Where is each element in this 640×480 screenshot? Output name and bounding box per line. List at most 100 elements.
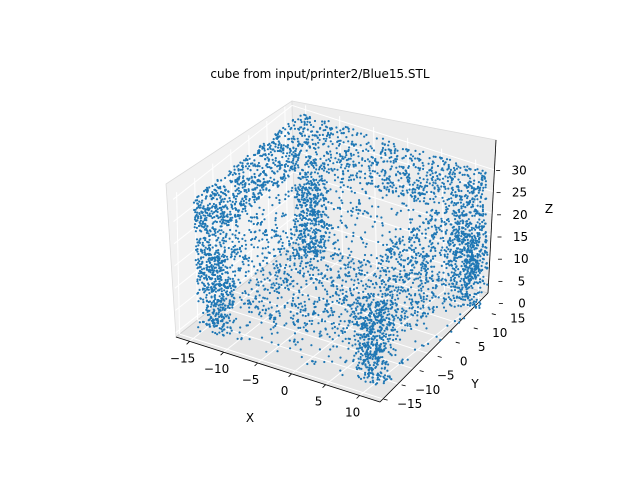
scatter-point [206,247,209,251]
z-tick-label: 30 [511,163,526,177]
scatter-point [216,333,219,336]
scatter-point [432,245,435,249]
scatter-point [318,166,321,169]
scatter-point [472,191,475,194]
scatter-point [224,307,227,310]
scatter-point [239,281,242,284]
scatter-point [446,262,449,265]
scatter-point [216,210,219,214]
scatter-point [296,137,299,140]
scatter-point [481,279,485,283]
scatter-point [314,194,317,197]
scatter-point [270,236,273,239]
scatter-point [345,159,348,162]
scatter-point [391,241,394,244]
scatter-point [362,212,365,215]
scatter-point [397,195,400,198]
scatter-point [402,281,405,284]
scatter-point [333,173,336,176]
scatter-point [472,271,475,274]
scatter-point [364,353,367,356]
scatter-point [402,167,405,170]
scatter-point [214,331,217,335]
scatter-point [431,255,435,258]
scatter-point [347,179,350,182]
scatter-point [279,176,282,179]
scatter-point [467,275,470,278]
scatter-point [390,149,393,152]
scatter-point [256,168,259,172]
scatter-point [208,207,211,210]
scatter-point [473,281,476,284]
scatter-point [332,283,335,286]
scatter-point [267,245,270,248]
scatter-point [310,344,313,347]
scatter-point [302,201,305,204]
scatter-point [318,134,321,137]
scatter-point [349,266,352,269]
scatter-point [220,179,223,182]
scatter-point [433,201,436,204]
scatter-point [342,172,345,175]
scatter-point [434,182,437,185]
scatter-point [218,206,221,210]
scatter-point [192,201,196,204]
scatter-point [450,201,453,204]
scatter-point [456,296,459,299]
scatter-point [358,297,361,300]
scatter-point [463,234,466,237]
scatter-point [307,165,310,168]
scatter-point [389,307,392,310]
scatter-point [353,279,356,282]
scatter-point [342,327,345,330]
scatter-point [271,153,274,156]
scatter-point [426,178,429,181]
scatter-point [416,319,419,322]
scatter-point [389,185,392,188]
scatter-point [425,276,428,280]
scatter-point [325,290,329,293]
scatter-point [207,258,210,261]
scatter-point [243,234,246,237]
scatter-point [302,326,305,329]
scatter-point [443,163,446,166]
scatter-point [344,156,347,159]
scatter-point [276,135,279,138]
scatter-point [392,322,395,325]
scatter-point [274,163,277,166]
scatter-point [219,220,222,223]
scatter-point [222,317,226,320]
scatter-point [481,225,484,228]
scatter-point [370,164,373,167]
scatter-point [293,164,296,167]
scatter-point [244,207,247,210]
scatter-point [220,266,223,269]
scatter-point [313,201,316,204]
scatter-point [360,170,363,173]
scatter-point [372,294,375,297]
scatter-point [272,161,275,164]
scatter-point [323,221,326,224]
scatter-point [442,297,445,300]
scatter-point [440,156,443,160]
scatter-point [210,319,213,322]
scatter-point [341,331,344,335]
scatter-point [261,166,264,170]
scatter-point [198,260,201,263]
scatter-point [224,285,227,288]
scatter-point [309,267,312,270]
scatter-point [337,301,341,304]
scatter-point [318,298,321,302]
scatter-point [307,180,310,183]
scatter-point [337,274,341,277]
scatter-point [248,165,251,168]
scatter-point [476,204,479,207]
scatter-point [305,265,308,268]
scatter-point [226,331,229,334]
scatter-point [461,232,464,235]
scatter-point [228,170,231,173]
scatter-point [386,369,389,372]
scatter-point [362,309,365,312]
scatter-point [413,181,416,184]
scatter-point [238,202,242,205]
